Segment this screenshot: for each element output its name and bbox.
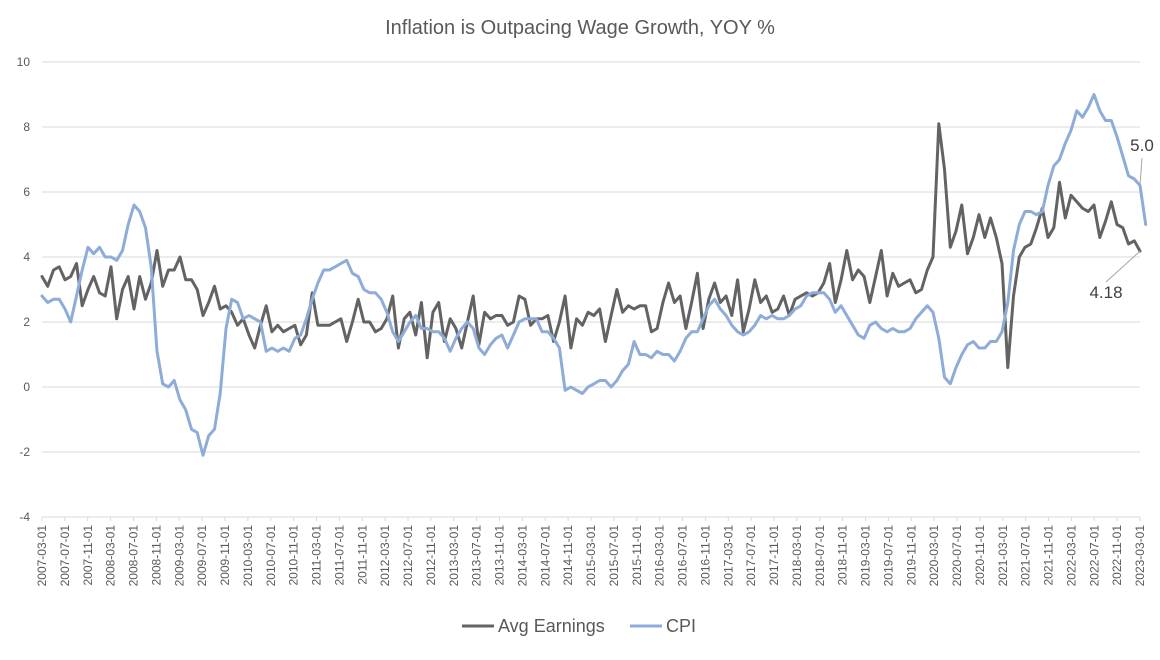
legend-label: CPI [666, 616, 696, 636]
x-tick-label: 2011-11-01 [355, 525, 369, 585]
y-tick-label: 8 [23, 120, 30, 134]
x-tick-label: 2022-11-01 [1110, 525, 1124, 586]
annotations: 5.0 4.18 [1089, 136, 1153, 302]
x-tick-label: 2012-07-01 [401, 525, 415, 587]
x-tick-label: 2023-03-01 [1133, 525, 1147, 587]
legend: Avg Earnings CPI [462, 616, 696, 636]
cpi-end-label: 5.0 [1130, 136, 1154, 155]
y-tick-label: 4 [23, 250, 30, 264]
x-tick-label: 2009-11-01 [218, 525, 232, 586]
x-tick-label: 2007-11-01 [81, 525, 95, 586]
x-tick-label: 2019-03-01 [859, 525, 873, 587]
series-lines [40, 93, 1148, 457]
chart-title: Inflation is Outpacing Wage Growth, YOY … [385, 17, 775, 39]
avg-earnings-end-label: 4.18 [1089, 283, 1122, 302]
x-tick-label: 2017-11-01 [767, 525, 781, 586]
x-tick-label: 2018-03-01 [790, 525, 804, 587]
x-tick-label: 2013-03-01 [447, 525, 461, 587]
y-tick-label: 10 [17, 55, 31, 69]
x-tick-label: 2007-07-01 [58, 525, 72, 587]
x-tick-label: 2012-11-01 [424, 525, 438, 586]
annotation-leader [1139, 157, 1143, 186]
x-tick-label: 2022-03-01 [1064, 525, 1078, 587]
x-tick-label: 2017-03-01 [721, 525, 735, 587]
x-tick-label: 2009-03-01 [172, 525, 186, 587]
gridlines [42, 61, 1140, 518]
x-tick-label: 2014-07-01 [538, 525, 552, 587]
x-tick-label: 2014-03-01 [515, 525, 529, 587]
y-tick-label: -4 [19, 510, 30, 524]
x-tick-label: 2018-11-01 [836, 525, 850, 586]
x-tick-label: 2008-03-01 [104, 525, 118, 587]
x-tick-label: 2019-07-01 [881, 525, 895, 587]
annotation-leader [1105, 250, 1141, 283]
y-tick-label: 6 [23, 185, 30, 199]
x-tick-label: 2011-03-01 [310, 525, 324, 586]
x-tick-label: 2016-07-01 [676, 525, 690, 587]
x-tick-label: 2010-03-01 [241, 525, 255, 587]
x-tick-label: 2015-03-01 [584, 525, 598, 587]
x-tick-label: 2020-11-01 [973, 525, 987, 586]
x-tick-label: 2014-11-01 [561, 525, 575, 586]
series-line-avg-earnings [40, 122, 1142, 369]
x-tick-label: 2010-11-01 [287, 525, 301, 586]
x-tick-label: 2021-11-01 [1042, 525, 1056, 586]
series-line-cpi [40, 93, 1148, 457]
x-tick-label: 2009-07-01 [195, 525, 209, 587]
x-tick-label: 2016-03-01 [653, 525, 667, 587]
x-tick-label: 2007-03-01 [35, 525, 49, 587]
x-tick-label: 2019-11-01 [904, 525, 918, 586]
x-axis-ticks: 2007-03-01 2007-07-01 2007-11-01 2008-03-01… [35, 517, 1147, 586]
x-tick-label: 2020-07-01 [950, 525, 964, 587]
x-tick-label: 2021-03-01 [996, 525, 1010, 587]
x-tick-label: 2022-07-01 [1087, 525, 1101, 587]
x-tick-label: 2012-03-01 [378, 525, 392, 587]
x-tick-label: 2010-07-01 [264, 525, 278, 587]
x-tick-label: 2016-11-01 [698, 525, 712, 586]
y-tick-label: 2 [23, 315, 30, 329]
x-tick-label: 2011-07-01 [332, 525, 346, 586]
legend-label: Avg Earnings [498, 616, 605, 636]
x-tick-label: 2017-07-01 [744, 525, 758, 587]
x-tick-label: 2013-11-01 [493, 525, 507, 586]
x-tick-label: 2008-11-01 [149, 525, 163, 586]
x-tick-label: 2008-07-01 [127, 525, 141, 587]
x-tick-label: 2015-11-01 [630, 525, 644, 586]
x-tick-label: 2013-07-01 [470, 525, 484, 587]
x-tick-label: 2015-07-01 [607, 525, 621, 587]
x-tick-label: 2021-07-01 [1019, 525, 1033, 587]
y-tick-label: 0 [23, 380, 30, 394]
x-tick-label: 2020-03-01 [927, 525, 941, 587]
x-tick-label: 2018-07-01 [813, 525, 827, 587]
y-tick-label: -2 [19, 445, 30, 459]
y-axis-ticks: 10 8 6 4 2 0 -2 -4 [17, 55, 31, 524]
